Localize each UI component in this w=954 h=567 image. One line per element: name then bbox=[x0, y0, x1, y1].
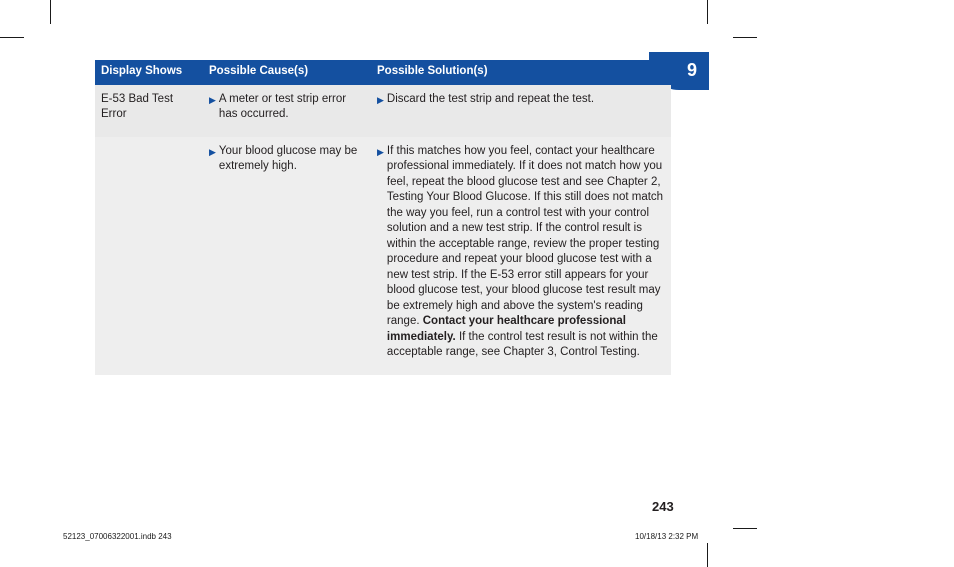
cell-cause: ▶ A meter or test strip error has occurr… bbox=[203, 85, 371, 137]
col-header-possible-solutions: Possible Solution(s) bbox=[371, 60, 671, 85]
solution-pre: If this matches how you feel, contact yo… bbox=[387, 145, 663, 328]
cell-display: E-53 Bad Test Error bbox=[95, 85, 203, 137]
cell-display bbox=[95, 137, 203, 375]
cell-cause: ▶ Your blood glucose may be extremely hi… bbox=[203, 137, 371, 375]
cell-solution: ▶ If this matches how you feel, contact … bbox=[371, 137, 671, 375]
bullet-triangle-icon: ▶ bbox=[377, 92, 387, 108]
solution-text: If this matches how you feel, contact yo… bbox=[387, 144, 665, 361]
crop-mark bbox=[733, 528, 757, 529]
table-row: ▶ Your blood glucose may be extremely hi… bbox=[95, 137, 671, 375]
bullet-triangle-icon: ▶ bbox=[209, 144, 219, 175]
cell-solution: ▶ Discard the test strip and repeat the … bbox=[371, 85, 671, 137]
col-header-possible-causes: Possible Cause(s) bbox=[203, 60, 371, 85]
troubleshooting-table: Display Shows Possible Cause(s) Possible… bbox=[95, 60, 671, 375]
crop-mark bbox=[707, 0, 708, 24]
footer-date-info: 10/18/13 2:32 PM bbox=[635, 532, 698, 541]
page-content: Display Shows Possible Cause(s) Possible… bbox=[95, 60, 695, 375]
footer-file-info: 52123_07006322001.indb 243 bbox=[63, 532, 172, 541]
crop-mark bbox=[733, 37, 757, 38]
page-number: 243 bbox=[652, 499, 674, 514]
crop-mark bbox=[707, 543, 708, 567]
bullet-triangle-icon: ▶ bbox=[209, 92, 219, 123]
table-row: E-53 Bad Test Error ▶ A meter or test st… bbox=[95, 85, 671, 137]
bullet-triangle-icon: ▶ bbox=[377, 144, 387, 361]
crop-mark bbox=[0, 37, 24, 38]
cause-text: A meter or test strip error has occurred… bbox=[219, 92, 365, 123]
cause-text: Your blood glucose may be extremely high… bbox=[219, 144, 365, 175]
crop-mark bbox=[50, 0, 51, 24]
solution-text: Discard the test strip and repeat the te… bbox=[387, 92, 665, 108]
col-header-display-shows: Display Shows bbox=[95, 60, 203, 85]
